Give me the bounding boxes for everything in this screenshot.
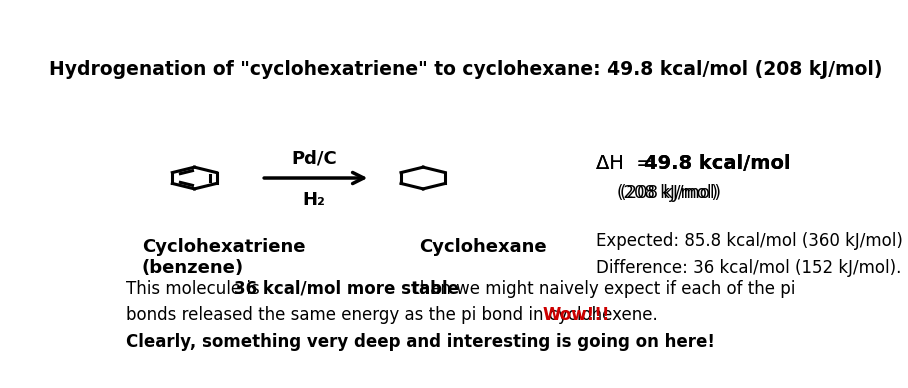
Text: Pd/C: Pd/C xyxy=(291,150,337,168)
Text: ΔH  =: ΔH = xyxy=(596,154,658,173)
Text: 49.8 kcal/mol: 49.8 kcal/mol xyxy=(645,154,791,173)
Text: This molecule is: This molecule is xyxy=(126,280,265,298)
Text: 49.8 kcal/mol: 49.8 kcal/mol xyxy=(645,154,791,173)
Text: bonds released the same energy as the pi bond in cyclohexene.: bonds released the same energy as the pi… xyxy=(126,307,663,324)
Text: (208 kJ/mol): (208 kJ/mol) xyxy=(617,184,717,202)
Text: Cyclohexatriene: Cyclohexatriene xyxy=(142,238,305,256)
Text: Clearly, something very deep and interesting is going on here!: Clearly, something very deep and interes… xyxy=(126,333,716,352)
Text: Difference: 36 kcal/mol (152 kJ/mol).: Difference: 36 kcal/mol (152 kJ/mol). xyxy=(596,259,901,277)
Text: than we might naively expect if each of the pi: than we might naively expect if each of … xyxy=(409,280,795,298)
Text: Wow!!!: Wow!!! xyxy=(542,307,610,324)
Text: (benzene): (benzene) xyxy=(142,259,243,277)
Text: ΔH  =: ΔH = xyxy=(596,154,658,173)
Text: 36 kcal/mol more stable: 36 kcal/mol more stable xyxy=(234,280,459,298)
Text: H₂: H₂ xyxy=(302,191,325,210)
Text: (208 kJ/mol): (208 kJ/mol) xyxy=(620,184,721,202)
Text: Expected: 85.8 kcal/mol (360 kJ/mol): Expected: 85.8 kcal/mol (360 kJ/mol) xyxy=(596,232,903,250)
Text: Hydrogenation of "cyclohexatriene" to cyclohexane: 49.8 kcal/mol (208 kJ/mol): Hydrogenation of "cyclohexatriene" to cy… xyxy=(49,60,882,79)
Text: Cyclohexane: Cyclohexane xyxy=(419,238,548,256)
